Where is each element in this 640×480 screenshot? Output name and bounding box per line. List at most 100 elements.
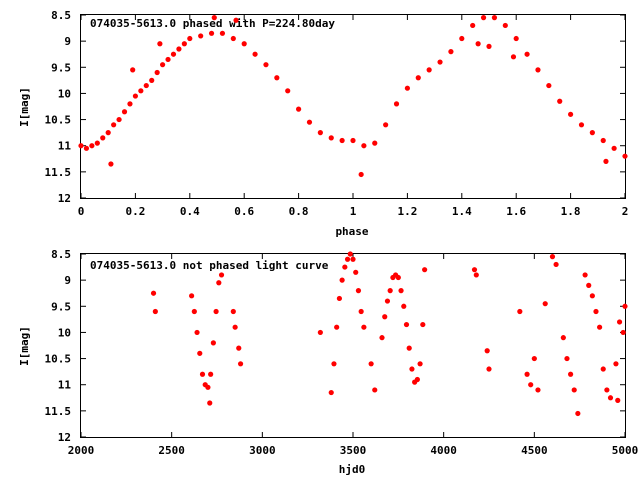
data-point bbox=[198, 33, 204, 39]
data-point bbox=[199, 371, 206, 377]
data-point bbox=[616, 319, 623, 325]
y-tick-label: 11.5 bbox=[45, 166, 72, 179]
data-point bbox=[350, 137, 356, 144]
data-point bbox=[384, 298, 391, 304]
data-point bbox=[542, 301, 548, 307]
x-axis-label: hjd0 bbox=[339, 463, 366, 476]
data-point bbox=[372, 387, 378, 393]
data-point bbox=[160, 62, 166, 68]
data-point bbox=[219, 30, 226, 36]
data-point bbox=[480, 15, 487, 21]
data-point bbox=[317, 130, 323, 136]
plot-frame bbox=[80, 14, 626, 199]
data-point bbox=[108, 161, 114, 167]
data-point bbox=[459, 35, 465, 42]
data-point bbox=[582, 272, 588, 278]
data-point bbox=[524, 371, 530, 377]
data-point bbox=[149, 77, 155, 83]
data-point bbox=[398, 288, 404, 294]
x-tick-label: 5000 bbox=[612, 444, 639, 457]
data-point bbox=[230, 308, 236, 315]
y-tick-label: 10 bbox=[58, 87, 71, 100]
y-axis-label: I[mag] bbox=[18, 87, 31, 127]
y-tick-label: 11 bbox=[58, 379, 72, 392]
data-point bbox=[426, 67, 432, 73]
chart-title: 074035-5613.0 phased with P=224.80day bbox=[90, 17, 335, 30]
data-point bbox=[593, 308, 599, 315]
data-point bbox=[197, 350, 203, 356]
x-tick-label: 0.2 bbox=[125, 205, 145, 218]
data-point bbox=[191, 308, 197, 315]
y-tick-label: 8.5 bbox=[51, 9, 71, 22]
data-point bbox=[578, 122, 585, 128]
data-point bbox=[604, 387, 610, 393]
data-point bbox=[517, 308, 523, 315]
data-point bbox=[600, 366, 606, 372]
data-point bbox=[510, 54, 517, 60]
x-tick-label: 2000 bbox=[68, 444, 95, 457]
data-point bbox=[152, 308, 158, 315]
tick-layer: 2000 2500 3000 3500 4000 4500 5000 8.5 9 9.5 10 10.… bbox=[45, 248, 639, 457]
data-point bbox=[403, 321, 410, 328]
y-tick-label: 10.5 bbox=[45, 353, 72, 366]
data-point bbox=[568, 111, 574, 117]
data-point bbox=[339, 137, 345, 144]
data-point bbox=[417, 361, 423, 367]
data-point bbox=[232, 324, 238, 330]
data-point bbox=[607, 395, 614, 401]
data-point bbox=[502, 22, 508, 29]
data-layer bbox=[150, 251, 628, 417]
data-point bbox=[150, 290, 157, 296]
data-point bbox=[361, 324, 367, 330]
x-tick-label: 0.8 bbox=[289, 205, 309, 218]
data-point bbox=[387, 288, 393, 294]
data-point bbox=[154, 69, 160, 76]
data-point bbox=[415, 75, 421, 81]
data-point bbox=[105, 130, 111, 136]
x-axis-label: phase bbox=[335, 225, 368, 238]
data-point bbox=[157, 41, 163, 47]
data-point bbox=[100, 135, 106, 141]
y-tick-label: 9.5 bbox=[51, 61, 71, 74]
chart-title: 074035-5613.0 not phased light curve bbox=[90, 259, 329, 272]
data-point bbox=[524, 51, 530, 57]
data-point bbox=[121, 109, 128, 115]
data-point bbox=[586, 282, 592, 288]
x-tick-label: 2 bbox=[622, 205, 629, 218]
y-tick-label: 9.5 bbox=[51, 300, 71, 313]
data-point bbox=[187, 35, 193, 42]
x-tick-label: 0.6 bbox=[234, 205, 254, 218]
x-tick-label: 2500 bbox=[158, 444, 185, 457]
data-point bbox=[471, 267, 478, 273]
data-point bbox=[531, 355, 537, 362]
data-point bbox=[393, 101, 400, 107]
data-point bbox=[379, 335, 385, 341]
data-point bbox=[448, 49, 454, 55]
data-point bbox=[560, 335, 566, 341]
data-point bbox=[528, 382, 534, 388]
y-tick-label: 8.5 bbox=[51, 248, 71, 261]
data-point bbox=[358, 171, 364, 178]
x-tick-label: 3000 bbox=[249, 444, 276, 457]
x-tick-label: 4500 bbox=[521, 444, 548, 457]
data-point bbox=[306, 119, 313, 125]
data-point bbox=[241, 41, 247, 47]
data-point bbox=[336, 295, 342, 302]
phased-light-curve-panel: 074035-5613.0 phased with P=224.80day ph… bbox=[18, 9, 628, 238]
data-point bbox=[334, 324, 340, 330]
data-point bbox=[218, 272, 225, 278]
data-point bbox=[138, 88, 144, 94]
data-layer bbox=[78, 15, 628, 178]
data-point bbox=[181, 41, 187, 47]
data-point bbox=[176, 46, 182, 52]
data-point bbox=[233, 17, 239, 23]
data-point bbox=[546, 82, 552, 89]
data-point bbox=[383, 122, 389, 128]
data-point bbox=[382, 314, 388, 320]
data-point bbox=[216, 280, 222, 286]
y-axis-label: I[mag] bbox=[18, 326, 31, 366]
data-point bbox=[111, 122, 117, 128]
data-point bbox=[116, 116, 122, 123]
data-point bbox=[470, 22, 476, 29]
data-point bbox=[230, 35, 236, 42]
